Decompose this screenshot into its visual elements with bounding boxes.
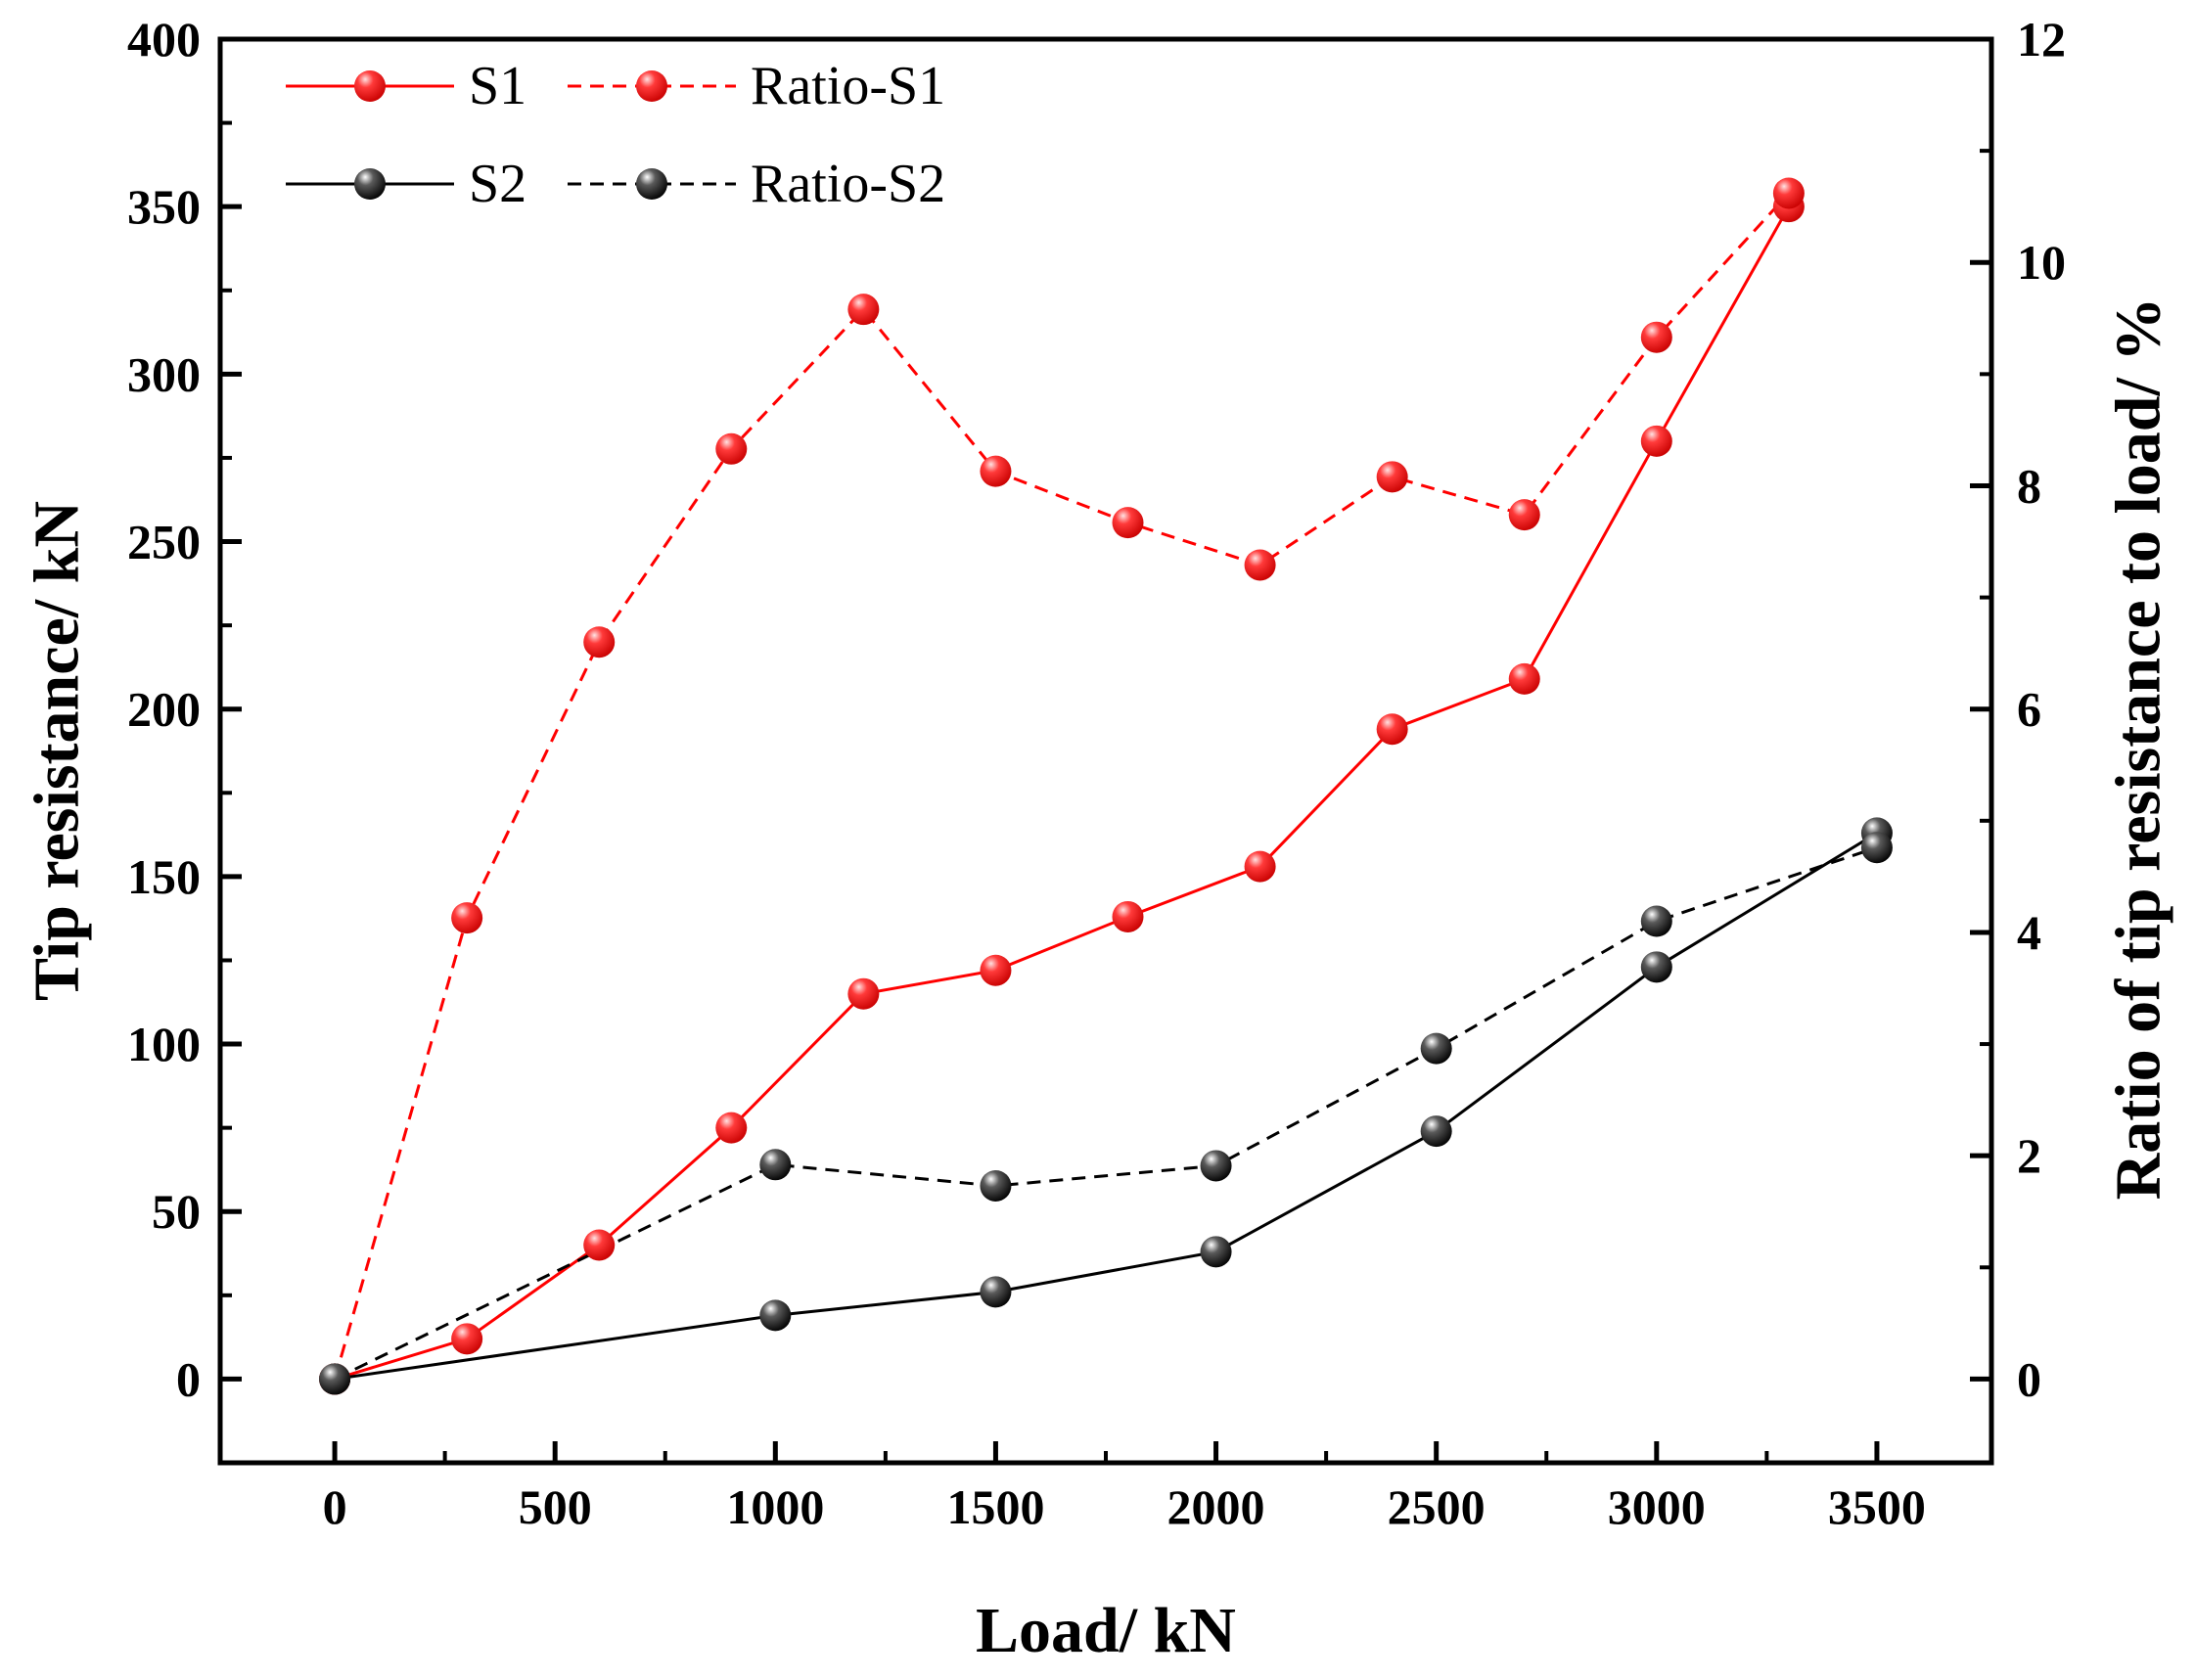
- y2-tick-label: 6: [2017, 682, 2041, 737]
- data-point-ratio-s1: [451, 902, 483, 934]
- legend-marker-ratio-s2: [636, 168, 667, 200]
- legend: S1 Ratio-S1 S2 Ratio-S2: [286, 56, 945, 214]
- plot-frame-layer: 0 50 100 150 200 250 300 350 400 0 2 4 6 8 10 12 0 500 100…: [22, 12, 2174, 1666]
- data-point-ratio-s2: [1860, 832, 1893, 864]
- data-point-ratio-s2: [1640, 905, 1672, 937]
- x-tick-label: 3000: [1608, 1479, 1706, 1534]
- data-point-ratio-s1: [1508, 499, 1540, 531]
- x-tick-label: 1000: [726, 1479, 824, 1534]
- y-tick-label: 250: [127, 515, 201, 569]
- data-point-ratio-s1: [1244, 549, 1276, 581]
- data-point-s1: [980, 954, 1012, 986]
- data-point-s1: [1244, 850, 1276, 883]
- y2-tick-label: 8: [2017, 458, 2041, 513]
- y-tick-label: 350: [127, 179, 201, 234]
- series-layer: [319, 177, 1893, 1395]
- data-point-s2: [980, 1276, 1012, 1308]
- data-point-ratio-s1: [715, 432, 748, 465]
- data-point-s1: [1112, 900, 1144, 932]
- legend-marker-s2: [354, 168, 386, 200]
- y2-tick-label: 2: [2017, 1128, 2041, 1183]
- data-point-s1: [1376, 713, 1408, 746]
- data-point-ratio-s2: [759, 1149, 792, 1181]
- legend-label-ratio-s2: Ratio-S2: [751, 154, 945, 214]
- y2-tick-label: 12: [2017, 12, 2066, 67]
- series-line-s1: [334, 205, 1791, 1381]
- y-axis-title: Tip resistance/ kN: [22, 501, 93, 1001]
- data-point-s2: [759, 1299, 792, 1332]
- data-point-ratio-s1: [980, 455, 1012, 487]
- x-axis-title: Load/ kN: [976, 1595, 1236, 1666]
- data-point-ratio-s1: [1640, 321, 1672, 353]
- x-tick-label: 0: [323, 1479, 347, 1534]
- legend-marker-s1: [354, 70, 386, 102]
- data-point-ratio-s1: [847, 294, 880, 326]
- y2-tick-label: 10: [2017, 235, 2066, 290]
- data-point-ratio-s1: [1376, 461, 1408, 493]
- data-point-ratio-s2: [980, 1169, 1012, 1202]
- x-tick-label: 2000: [1167, 1479, 1265, 1534]
- data-point-s2: [1420, 1115, 1452, 1148]
- plot-frame: [217, 36, 1994, 1466]
- legend-label-ratio-s1: Ratio-S1: [751, 56, 945, 116]
- y-tick-label: 100: [127, 1017, 201, 1071]
- x-tick-label: 2500: [1388, 1479, 1486, 1534]
- y-tick-label: 50: [152, 1184, 201, 1239]
- y2-axis-title: Ratio of tip resistance to load/ %: [2103, 297, 2174, 1201]
- data-point-s1: [1508, 662, 1540, 695]
- data-point-ratio-s2: [1200, 1150, 1232, 1182]
- y-tick-label: 0: [176, 1351, 201, 1406]
- legend-marker-ratio-s1: [636, 70, 667, 102]
- data-point-ratio-s2: [1420, 1032, 1452, 1065]
- x-tick-label: 1500: [946, 1479, 1044, 1534]
- x-tick-label: 500: [519, 1479, 592, 1534]
- data-point-s1: [1640, 425, 1672, 457]
- data-point-ratio-s1: [1772, 177, 1805, 209]
- legend-label-s1: S1: [469, 56, 526, 116]
- y-tick-label: 150: [127, 849, 201, 904]
- data-point-ratio-s1: [1112, 507, 1144, 539]
- data-point-s1: [583, 1229, 616, 1261]
- x-tick-label: 3500: [1828, 1479, 1926, 1534]
- data-point-s1: [451, 1323, 483, 1355]
- y2-tick-label: 0: [2017, 1351, 2041, 1406]
- data-point-s2: [1200, 1236, 1232, 1268]
- data-point-s1: [847, 977, 880, 1010]
- data-point-ratio-s1: [583, 626, 616, 658]
- data-point-ratio-s2: [319, 1363, 351, 1395]
- data-point-s2: [1640, 951, 1672, 983]
- y-tick-label: 200: [127, 682, 201, 737]
- y-tick-label: 300: [127, 346, 201, 401]
- legend-label-s2: S2: [469, 154, 526, 214]
- data-point-s1: [715, 1112, 748, 1144]
- series-line-ratio-s1: [333, 192, 1791, 1380]
- y-tick-label: 400: [127, 12, 201, 67]
- y2-tick-label: 4: [2017, 905, 2041, 960]
